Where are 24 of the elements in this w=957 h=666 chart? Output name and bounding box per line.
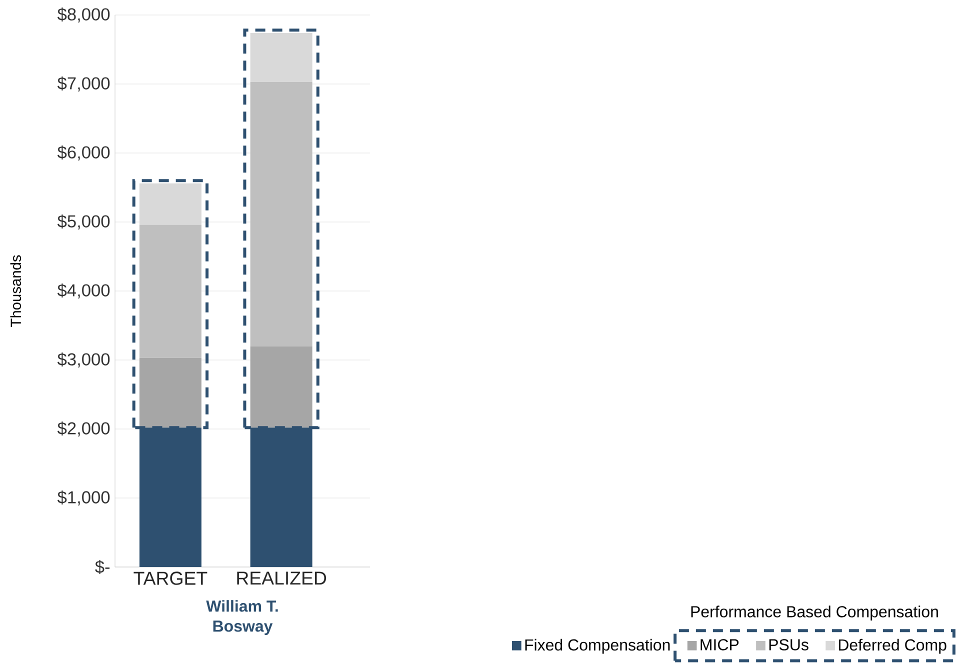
y-tick-label: $5,000 — [57, 214, 110, 230]
legend-title: Performance Based Compensation — [691, 606, 938, 621]
y-tick-label: $3,000 — [57, 352, 110, 368]
y-axis-title: Thousands — [10, 255, 22, 327]
y-tick-label: $6,000 — [57, 145, 110, 161]
bar — [139, 224, 202, 358]
y-tick-label: $1,000 — [57, 490, 110, 506]
legend-label: Fixed Compensation — [525, 638, 670, 654]
legend-label: Deferred Comp — [838, 638, 946, 654]
bar — [139, 183, 202, 225]
bar — [250, 82, 312, 346]
bar — [250, 346, 312, 428]
x-axis-title: William T. Bosway — [206, 600, 278, 635]
y-tick-label: $8,000 — [57, 7, 110, 23]
legend-label: PSUs — [769, 639, 808, 650]
y-tick-label: $2,000 — [57, 421, 110, 437]
legend-label: MICP — [700, 639, 739, 650]
y-tick-label: $4,000 — [57, 283, 110, 299]
bar — [139, 358, 202, 428]
x-tick-label: TARGET — [134, 572, 208, 585]
y-tick-label: $7,000 — [57, 76, 110, 92]
bar — [250, 32, 312, 82]
x-tick-label: REALIZED — [237, 572, 326, 585]
y-tick-label: $- — [95, 560, 110, 574]
